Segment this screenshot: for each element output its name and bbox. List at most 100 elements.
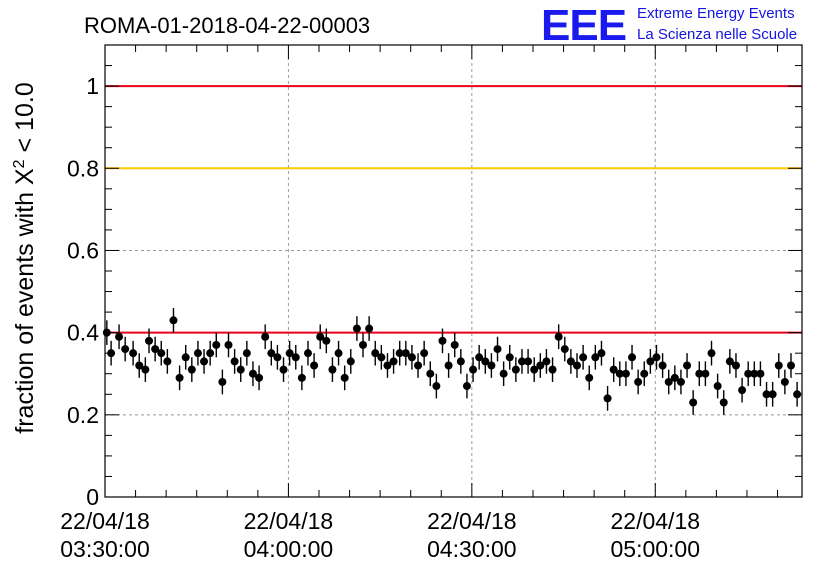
data-point — [432, 382, 441, 391]
data-point — [774, 361, 783, 370]
data-point — [695, 369, 704, 378]
data-point — [285, 349, 294, 358]
data-point — [762, 390, 771, 399]
data-point — [279, 365, 288, 374]
data-point — [713, 382, 722, 391]
grid — [105, 45, 802, 497]
data-point — [267, 349, 276, 358]
data-point — [175, 373, 184, 382]
data-point — [255, 373, 264, 382]
data-point — [701, 369, 710, 378]
data-point — [658, 361, 667, 370]
y-axis-label-suffix: < 10.0 — [11, 82, 39, 159]
data-point — [365, 324, 374, 333]
plot-frame — [104, 44, 803, 498]
x-tick-label-time: 04:30:00 — [427, 536, 517, 562]
data-point — [414, 361, 423, 370]
y-tick-label: 0.2 — [67, 402, 99, 428]
data-point — [129, 349, 138, 358]
data-point — [248, 369, 257, 378]
data-point — [377, 353, 386, 362]
data-point — [768, 390, 777, 399]
data-points — [102, 307, 802, 415]
data-point — [615, 369, 624, 378]
data-point — [395, 349, 404, 358]
data-point — [469, 365, 478, 374]
x-tick-label-date: 22/04/18 — [610, 508, 700, 534]
data-point — [493, 345, 502, 354]
data-point — [475, 353, 484, 362]
y-axis-label-symbol: X — [11, 168, 39, 185]
data-point — [193, 349, 202, 358]
data-point — [628, 353, 637, 362]
data-point — [389, 357, 398, 366]
data-point — [352, 324, 361, 333]
data-point — [548, 365, 557, 374]
data-point — [444, 361, 453, 370]
data-point — [206, 349, 215, 358]
data-point — [524, 357, 533, 366]
data-point — [670, 373, 679, 382]
tick-labels: 00.20.40.60.8122/04/1803:30:0022/04/1804… — [60, 73, 700, 562]
data-point — [738, 386, 747, 395]
data-point — [499, 369, 508, 378]
data-point — [407, 353, 416, 362]
data-point — [303, 349, 312, 358]
eee-logo: EEE — [541, 1, 626, 50]
data-point — [383, 361, 392, 370]
data-point — [725, 357, 734, 366]
data-point — [609, 365, 618, 374]
data-point — [511, 365, 520, 374]
x-tick-label-time: 05:00:00 — [610, 536, 700, 562]
data-point — [157, 349, 166, 358]
data-point — [634, 377, 643, 386]
data-point — [291, 353, 300, 362]
data-point — [236, 365, 245, 374]
data-point — [689, 398, 698, 407]
data-point — [218, 377, 227, 386]
data-point — [297, 373, 306, 382]
axes — [104, 44, 803, 498]
data-point — [121, 345, 130, 354]
data-point — [640, 369, 649, 378]
data-point — [456, 357, 465, 366]
data-point — [591, 353, 600, 362]
data-point — [115, 332, 124, 341]
y-tick-label: 0.6 — [67, 237, 99, 263]
chart-title: ROMA-01-2018-04-22-00003 — [84, 13, 370, 38]
data-point — [664, 377, 673, 386]
data-point — [438, 336, 447, 345]
data-point — [585, 373, 594, 382]
data-point — [450, 340, 459, 349]
data-point — [707, 349, 716, 358]
data-point — [322, 336, 331, 345]
data-point — [316, 332, 325, 341]
data-point — [328, 365, 337, 374]
data-point — [621, 369, 630, 378]
data-point — [224, 340, 233, 349]
brand-line-2: La Scienza nelle Scuole — [637, 26, 797, 43]
data-point — [756, 369, 765, 378]
data-point — [750, 369, 759, 378]
x-tick-label-time: 04:00:00 — [244, 536, 334, 562]
data-point — [731, 361, 740, 370]
y-tick-label: 1 — [86, 73, 99, 99]
data-point — [542, 357, 551, 366]
y-tick-label: 0.4 — [67, 320, 99, 346]
data-point — [744, 369, 753, 378]
data-point — [340, 373, 349, 382]
data-point — [420, 349, 429, 358]
x-tick-label-date: 22/04/18 — [60, 508, 150, 534]
data-point — [786, 361, 795, 370]
data-point — [505, 353, 514, 362]
data-point — [187, 365, 196, 374]
data-point — [230, 357, 239, 366]
brand-line-1: Extreme Energy Events — [637, 5, 795, 22]
data-point — [334, 349, 343, 358]
data-point — [560, 345, 569, 354]
data-point — [310, 361, 319, 370]
data-point — [401, 349, 410, 358]
data-point — [359, 340, 368, 349]
data-point — [462, 382, 471, 391]
data-point — [603, 394, 612, 403]
